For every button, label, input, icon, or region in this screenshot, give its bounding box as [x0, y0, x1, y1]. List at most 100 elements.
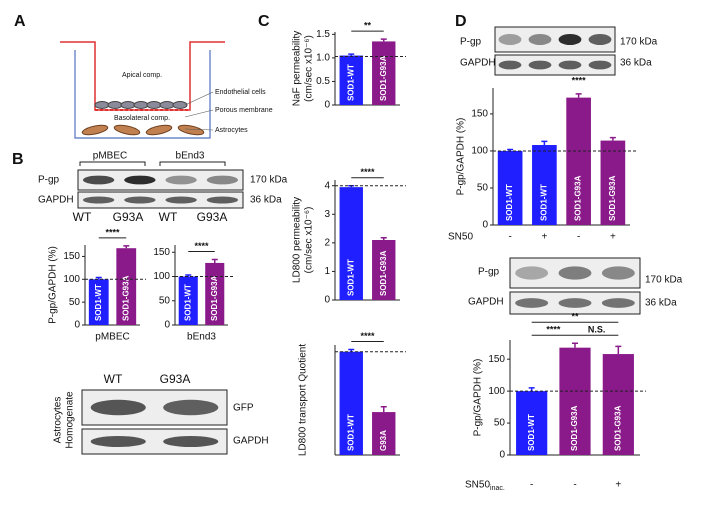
- y-tick-label: 0: [164, 320, 170, 331]
- y-tick-label: 150: [153, 247, 170, 258]
- y-tick-label: 100: [63, 274, 80, 285]
- astrocyte: [81, 124, 109, 136]
- sig-label: ****: [546, 325, 561, 335]
- condition-subscript: inac.: [490, 485, 505, 492]
- y-tick-label: 50: [477, 183, 489, 194]
- error-bar: [575, 93, 582, 98]
- y-axis-label: (cm/sec x10⁻⁶): [304, 207, 315, 274]
- y-axis-label: NaF permeability: [292, 31, 303, 107]
- condition-label: SN50inac.: [465, 480, 505, 492]
- blot-band: [558, 266, 592, 280]
- sig-label: ****: [360, 331, 375, 341]
- blot-band: [601, 298, 635, 308]
- leader-line: [184, 91, 214, 106]
- well-outline: [74, 50, 211, 139]
- bar: [532, 145, 557, 225]
- bar-label: SOD1-WT: [539, 184, 548, 221]
- x-axis-label: pMBEC: [95, 332, 129, 343]
- y-axis-label: P-gp/GAPDH (%): [456, 118, 467, 196]
- condition-label: SN50: [448, 232, 473, 243]
- bar: [339, 55, 363, 105]
- error-bar: [185, 274, 192, 277]
- y-tick-label: 100: [471, 146, 488, 157]
- bar-label: SOD1-G93A: [379, 55, 388, 101]
- y-tick-label: 150: [63, 251, 80, 262]
- blot-row: P-gp: [478, 267, 500, 278]
- diagram-label: Endothelial cells: [215, 89, 266, 96]
- blot-band: [165, 196, 197, 204]
- bar: [372, 41, 396, 105]
- condition-value: -: [577, 232, 580, 243]
- bar: [339, 187, 363, 300]
- y-tick-label: 0: [74, 320, 80, 331]
- bar: [88, 279, 109, 325]
- sig-label: **: [364, 20, 372, 30]
- y-axis-label: LD800 transport Quotient: [298, 344, 309, 457]
- bar: [516, 391, 548, 455]
- sig-label: N.S.: [588, 325, 606, 335]
- blot-band: [558, 34, 582, 45]
- y-tick-label: 1.0: [316, 53, 330, 64]
- y-tick-label: 1.5: [316, 29, 330, 40]
- diagram-label: Basolateral comp.: [114, 115, 170, 122]
- condition-value: -: [508, 232, 511, 243]
- blot-band: [528, 60, 552, 70]
- bar: [497, 150, 523, 225]
- error-bar: [123, 245, 130, 249]
- blot-size: 36 kDa: [620, 58, 652, 69]
- error-bar: [95, 276, 102, 280]
- y-tick-label: 0: [499, 450, 505, 461]
- bar-label: SOD1-WT: [183, 284, 192, 321]
- blot-size: 36 kDa: [250, 195, 282, 206]
- error-bar: [348, 53, 355, 56]
- error-bar: [380, 405, 387, 413]
- blot-band: [558, 298, 592, 308]
- endothelial-cell: [107, 101, 123, 109]
- blot-frame: [494, 54, 616, 76]
- blot-frame: [77, 191, 244, 209]
- blot-band: [498, 34, 522, 45]
- lane-label: G93A: [160, 372, 191, 386]
- error-bar: [609, 136, 616, 141]
- blot-band: [163, 399, 219, 416]
- y-axis-label: (cm/sec x10⁻⁶): [304, 35, 315, 102]
- blot-side: Astrocytes: [53, 397, 64, 444]
- y-tick-label: 50: [69, 297, 81, 308]
- blot-row: P-gp: [460, 37, 482, 48]
- blot-band: [515, 266, 549, 280]
- blot-band: [601, 266, 635, 280]
- endothelial-cell: [172, 101, 188, 109]
- bar-label: SOD1-G93A: [608, 175, 617, 221]
- astrocyte: [145, 124, 173, 136]
- y-tick-label: 100: [488, 386, 505, 397]
- blot-band: [90, 436, 146, 447]
- blot-band: [90, 399, 146, 416]
- y-axis-label: LD800 permeability: [292, 197, 303, 283]
- y-tick-label: 50: [159, 295, 171, 306]
- bar-label: SOD1-WT: [527, 414, 536, 451]
- lane-label: WT: [104, 372, 123, 386]
- blot-band: [206, 175, 239, 185]
- endothelial-cell: [133, 101, 149, 109]
- blot-row: GAPDH: [233, 436, 269, 447]
- condition-value: +: [615, 480, 621, 491]
- panel-label: D: [455, 13, 467, 30]
- error-bar: [380, 38, 387, 42]
- error-bar: [572, 342, 578, 348]
- bar: [116, 248, 137, 325]
- error-bar: [528, 387, 535, 392]
- sig-label: ****: [572, 75, 587, 85]
- blot-frame: [77, 169, 244, 191]
- bar: [372, 412, 396, 455]
- blot-band: [515, 298, 549, 308]
- blot-row: GAPDH: [468, 297, 504, 308]
- condition-value: +: [610, 232, 616, 243]
- endothelial-cell: [159, 101, 175, 109]
- astrocyte: [113, 124, 141, 136]
- blot-band: [82, 196, 115, 204]
- y-tick-label: 0: [482, 220, 488, 231]
- x-axis-label: bEnd3: [187, 332, 216, 343]
- bar: [566, 97, 591, 225]
- bar-label: SOD1-G93A: [379, 250, 388, 296]
